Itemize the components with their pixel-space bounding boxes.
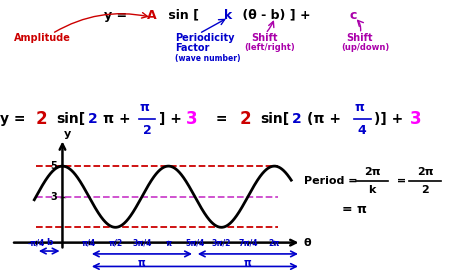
Text: y =: y =: [0, 112, 30, 126]
Text: =: =: [393, 176, 410, 186]
Text: y: y: [64, 128, 72, 138]
Text: 2π: 2π: [364, 167, 381, 177]
Text: Amplitude: Amplitude: [14, 33, 71, 43]
Text: ] +: ] +: [159, 112, 187, 126]
Text: π: π: [138, 258, 146, 268]
Text: Shift: Shift: [251, 33, 278, 43]
Text: 2: 2: [88, 112, 98, 126]
Text: A: A: [147, 9, 156, 22]
Text: π: π: [244, 258, 252, 268]
Text: Period =: Period =: [304, 176, 361, 186]
Text: 3: 3: [410, 110, 422, 128]
Text: 3: 3: [51, 192, 57, 202]
Text: Shift: Shift: [346, 33, 373, 43]
Text: k: k: [369, 185, 376, 195]
Text: 5π/4: 5π/4: [185, 239, 204, 248]
Text: c: c: [350, 9, 357, 22]
Text: 2π: 2π: [269, 239, 280, 248]
Text: =: =: [211, 112, 232, 126]
Text: π: π: [140, 101, 150, 114]
Text: π: π: [165, 239, 172, 248]
Text: (up/down): (up/down): [341, 43, 390, 52]
Text: )] +: )] +: [374, 112, 408, 126]
Text: 4: 4: [358, 124, 366, 137]
Text: 2: 2: [292, 112, 301, 126]
Text: 3: 3: [186, 110, 198, 128]
Text: 7π/4: 7π/4: [238, 239, 258, 248]
Text: 2: 2: [421, 185, 429, 195]
Text: sin [: sin [: [164, 9, 203, 22]
Text: 3π/4: 3π/4: [132, 239, 152, 248]
Text: π +: π +: [103, 112, 136, 126]
Text: π/4: π/4: [82, 239, 96, 248]
Text: k: k: [224, 9, 232, 22]
Text: 2π: 2π: [417, 167, 433, 177]
Text: (wave number): (wave number): [175, 54, 241, 63]
Text: 3π/2: 3π/2: [212, 239, 231, 248]
Text: -π/4: -π/4: [27, 239, 45, 248]
Text: π: π: [191, 269, 199, 271]
Text: 2: 2: [36, 110, 47, 128]
Text: (left/right): (left/right): [244, 43, 295, 52]
Text: π/2: π/2: [109, 239, 122, 248]
Text: π: π: [355, 101, 365, 114]
Text: θ: θ: [303, 238, 310, 248]
Text: b: b: [46, 238, 53, 247]
Text: 2: 2: [239, 110, 251, 128]
Text: Periodicity: Periodicity: [175, 33, 235, 43]
Text: sin[: sin[: [56, 112, 85, 126]
Text: (θ - b) ] +: (θ - b) ] +: [238, 9, 315, 22]
Text: 5: 5: [51, 161, 57, 171]
Text: y =: y =: [104, 9, 132, 22]
Text: sin[: sin[: [260, 112, 289, 126]
Text: 2: 2: [143, 124, 152, 137]
Text: (π +: (π +: [307, 112, 346, 126]
Text: Factor: Factor: [175, 43, 210, 53]
Text: = π: = π: [342, 203, 367, 216]
